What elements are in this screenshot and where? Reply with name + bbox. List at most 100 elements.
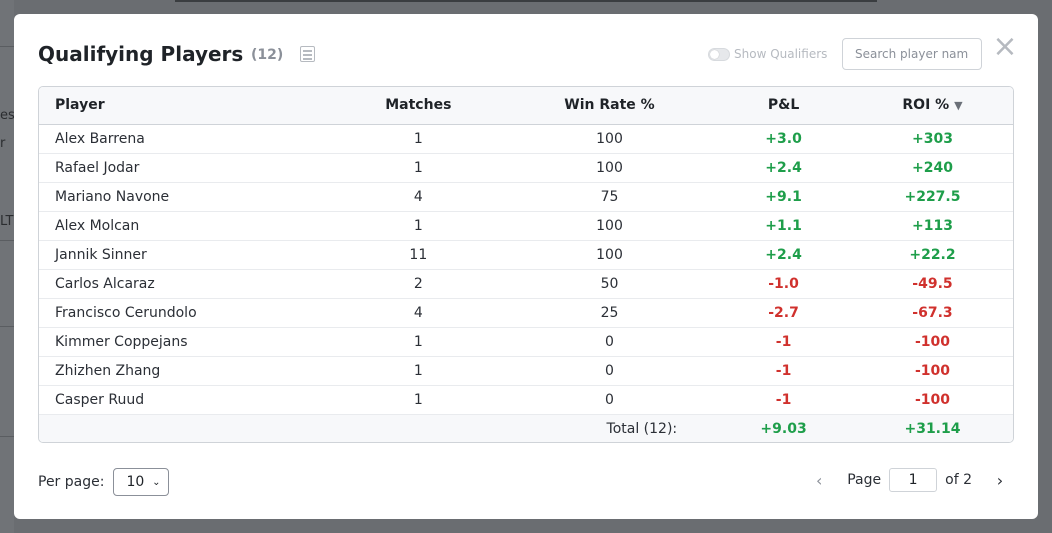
page-total-label: of 2	[945, 472, 972, 488]
player-name-cell: Alex Molcan	[39, 211, 333, 241]
matches-cell: 4	[332, 298, 504, 328]
matches-cell: 4	[332, 182, 504, 212]
win-rate-cell: 50	[503, 269, 716, 299]
background-divider	[0, 240, 14, 241]
player-name-cell: Casper Ruud	[55, 391, 145, 408]
total-label: Total (12):	[39, 413, 716, 442]
win-rate-cell: 0	[503, 356, 716, 386]
pl-cell: -1.0	[715, 269, 852, 299]
column-header-pl[interactable]: P&L	[715, 87, 852, 125]
player-name-cell: Mariano Navone	[39, 182, 333, 212]
show-qualifiers-label: Show Qualifiers	[734, 47, 828, 61]
pl-cell: +3.0	[715, 124, 852, 154]
roi-cell: -49.5	[851, 269, 1013, 299]
table-row: Zhizhen Zhang 1 0 -1 -100	[39, 356, 1013, 386]
roi-cell: -100	[851, 356, 1013, 386]
chevron-down-icon: ⌄	[152, 476, 161, 488]
pl-cell: +9.1	[715, 182, 852, 212]
player-name-cell: Francisco Cerundolo	[39, 298, 333, 328]
modal-title: Qualifying Players	[38, 42, 244, 66]
table-total-row: Total (12): +9.03 +31.14	[39, 413, 1013, 442]
close-icon[interactable]: ×	[992, 29, 1018, 64]
roi-cell: +303	[851, 124, 1013, 154]
player-name-cell: Alex Barrena	[39, 124, 333, 154]
win-rate-cell: 0	[503, 327, 716, 357]
search-player-input[interactable]	[842, 38, 982, 70]
column-header-player[interactable]: Player	[39, 87, 333, 125]
qualifying-players-modal: Qualifying Players (12) Show Qualifiers …	[14, 14, 1038, 519]
matches-cell: 2	[332, 269, 504, 299]
matches-cell: 1	[332, 327, 504, 357]
background-topbar	[175, 0, 877, 2]
previous-page-icon[interactable]: ‹	[816, 470, 823, 490]
pagination: ‹ Page of 2 ›	[809, 468, 1010, 492]
pl-cell: +2.4	[715, 240, 852, 270]
pl-cell: +1.1	[715, 211, 852, 241]
per-page-label: Per page:	[38, 474, 105, 490]
per-page-select[interactable]: 10 ⌄	[113, 468, 170, 496]
player-name-cell: Zhizhen Zhang	[39, 356, 333, 386]
total-pl: +9.03	[715, 413, 852, 442]
matches-cell: 1	[332, 153, 504, 183]
player-name-cell: Rafael Jodar	[39, 153, 333, 183]
table-row: Carlos Alcaraz 2 50 -1.0 -49.5	[39, 269, 1013, 299]
player-count-badge: (12)	[251, 47, 284, 63]
pl-cell: -1	[715, 356, 852, 386]
win-rate-cell: 100	[503, 153, 716, 183]
player-name-cell: Carlos Alcaraz	[39, 269, 333, 299]
players-table: Player Matches Win Rate % P&L ROI % ▼ Al…	[38, 86, 1014, 443]
pl-cell: -1	[775, 391, 792, 408]
modal-header: Qualifying Players (12) Show Qualifiers …	[38, 32, 1018, 80]
show-qualifiers-toggle[interactable]: Show Qualifiers	[708, 46, 827, 62]
matches-cell: 11	[332, 240, 504, 270]
table-header-row: Player Matches Win Rate % P&L ROI % ▼	[39, 87, 1013, 125]
table-row: Francisco Cerundolo 4 25 -2.7 -67.3	[39, 298, 1013, 328]
background-divider	[0, 46, 14, 47]
win-rate-cell: 100	[503, 124, 716, 154]
table-row: Mariano Navone 4 75 +9.1 +227.5	[39, 182, 1013, 212]
player-name-cell: Kimmer Coppejans	[39, 327, 333, 357]
background-text: LTI	[0, 214, 18, 229]
background-divider	[0, 436, 14, 437]
matches-cell: 1	[332, 124, 504, 154]
player-name-cell: Jannik Sinner	[39, 240, 333, 270]
column-header-matches[interactable]: Matches	[332, 87, 504, 125]
win-rate-cell: 100	[503, 211, 716, 241]
background-text: es	[0, 108, 15, 123]
background-sidebar	[0, 0, 14, 533]
toggle-switch-icon[interactable]	[708, 47, 730, 61]
table-row: Kimmer Coppejans 1 0 -1 -100	[39, 327, 1013, 357]
table-row: Casper Ruud 1 0 -1 -100	[39, 385, 1013, 414]
roi-cell: -100	[851, 327, 1013, 357]
table-row: Alex Molcan 1 100 +1.1 +113	[39, 211, 1013, 241]
pl-cell: -2.7	[715, 298, 852, 328]
per-page-value: 10	[126, 474, 145, 490]
roi-cell: +22.2	[851, 240, 1013, 270]
roi-cell: +240	[851, 153, 1013, 183]
column-header-win-rate[interactable]: Win Rate %	[503, 87, 716, 125]
total-roi: +31.14	[851, 413, 1013, 442]
table-row: Jannik Sinner 11 100 +2.4 +22.2	[39, 240, 1013, 270]
win-rate-cell: 0	[605, 391, 614, 408]
next-page-icon[interactable]: ›	[996, 470, 1004, 490]
per-page-control: Per page: 10 ⌄	[38, 468, 170, 496]
matches-cell: 1	[332, 211, 504, 241]
roi-cell: -100	[914, 391, 950, 408]
background-text: r	[0, 136, 6, 151]
column-header-roi[interactable]: ROI % ▼	[851, 87, 1013, 125]
matches-cell: 1	[413, 391, 423, 408]
table-icon[interactable]	[300, 46, 315, 62]
roi-cell: +227.5	[851, 182, 1013, 212]
table-row: Alex Barrena 1 100 +3.0 +303	[39, 124, 1013, 154]
table-row: Rafael Jodar 1 100 +2.4 +240	[39, 153, 1013, 183]
roi-cell: +113	[851, 211, 1013, 241]
pl-cell: +2.4	[715, 153, 852, 183]
win-rate-cell: 75	[503, 182, 716, 212]
matches-cell: 1	[332, 356, 504, 386]
sort-desc-icon[interactable]: ▼	[954, 99, 963, 113]
win-rate-cell: 100	[503, 240, 716, 270]
win-rate-cell: 25	[503, 298, 716, 328]
pl-cell: -1	[715, 327, 852, 357]
page-number-input[interactable]	[889, 468, 938, 492]
page-label: Page	[847, 472, 882, 488]
